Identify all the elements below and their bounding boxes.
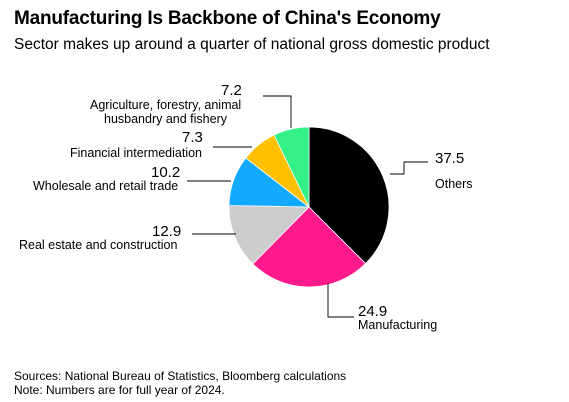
slice-value-label-3: 10.2: [151, 164, 180, 181]
leader-line-5: [263, 95, 292, 128]
leader-line-1: [327, 283, 354, 318]
slice-value-label-5: 7.2: [221, 82, 242, 99]
slice-value-label-4: 7.3: [182, 129, 203, 146]
slice-value-label-2: 12.9: [152, 223, 181, 240]
slice-category-label-5: Agriculture, forestry, animal husbandry a…: [90, 98, 241, 126]
pie-slice-1: [252, 206, 367, 288]
chart-title: Manufacturing Is Backbone of China's Eco…: [14, 8, 441, 29]
slice-value-label-0: 37.5: [435, 150, 464, 167]
footnote: Note: Numbers are for full year of 2024.: [14, 383, 225, 397]
slice-category-label-0: Others: [435, 177, 473, 191]
leader-line-0: [390, 161, 428, 175]
slice-category-label-3: Wholesale and retail trade: [33, 179, 178, 193]
slice-category-label-2: Real estate and construction: [19, 238, 177, 252]
chart-subtitle: Sector makes up around a quarter of nati…: [14, 36, 490, 53]
source-note: Sources: National Bureau of Statistics, …: [14, 369, 347, 383]
slice-category-label-4: Financial intermediation: [70, 146, 202, 160]
slice-value-label-1: 24.9: [358, 303, 387, 320]
pie-slice-0: [308, 126, 390, 265]
pie-slice-2: [228, 205, 310, 265]
pie-slice-5: [273, 126, 310, 208]
slice-category-label-1: Manufacturing: [358, 318, 437, 332]
